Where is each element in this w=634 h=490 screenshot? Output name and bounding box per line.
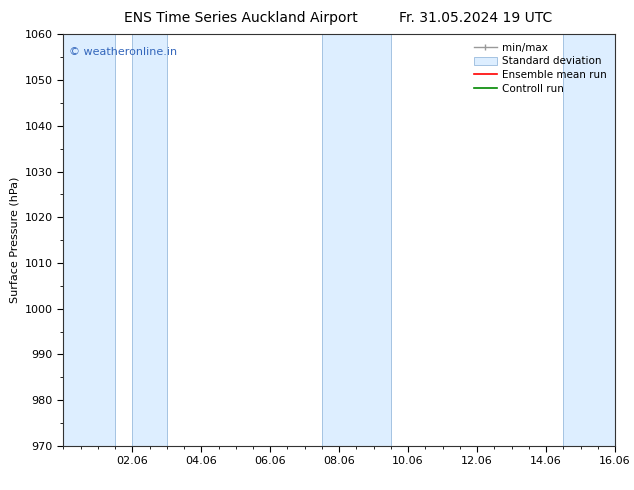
Bar <box>322 34 391 446</box>
Y-axis label: Surface Pressure (hPa): Surface Pressure (hPa) <box>10 177 19 303</box>
Text: © weatheronline.in: © weatheronline.in <box>69 47 177 57</box>
Text: Fr. 31.05.2024 19 UTC: Fr. 31.05.2024 19 UTC <box>399 11 552 25</box>
Legend: min/max, Standard deviation, Ensemble mean run, Controll run: min/max, Standard deviation, Ensemble me… <box>470 40 610 97</box>
Text: ENS Time Series Auckland Airport: ENS Time Series Auckland Airport <box>124 11 358 25</box>
Bar <box>63 34 115 446</box>
Bar <box>133 34 167 446</box>
Bar <box>563 34 615 446</box>
